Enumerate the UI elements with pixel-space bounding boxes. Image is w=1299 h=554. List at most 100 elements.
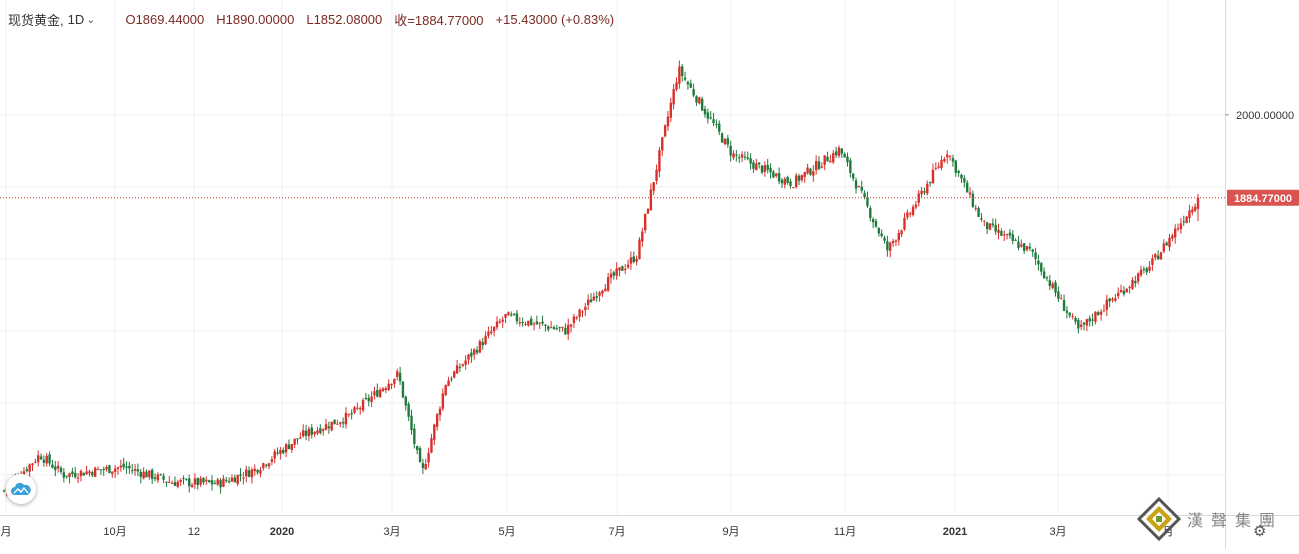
candle-body	[515, 313, 519, 322]
timeframe-label[interactable]: 1D	[67, 12, 85, 27]
candle-body	[891, 241, 895, 244]
candle	[555, 324, 559, 331]
candle	[609, 269, 613, 284]
candle-body	[547, 326, 550, 330]
candle	[464, 355, 467, 370]
candle	[1005, 233, 1009, 240]
candle-body	[757, 162, 761, 165]
candle-body	[99, 469, 103, 471]
candle-body	[85, 471, 88, 475]
candle	[624, 264, 627, 275]
candle	[968, 187, 972, 198]
candle-body	[712, 119, 715, 124]
candle-body	[384, 388, 388, 390]
candle-body	[797, 175, 801, 181]
candle	[763, 161, 767, 177]
candle	[202, 477, 205, 485]
candle	[780, 177, 784, 189]
gear-icon[interactable]: ⚙	[1253, 523, 1267, 540]
candle	[356, 402, 359, 411]
candle-body	[732, 153, 735, 158]
candle-body	[900, 230, 903, 235]
candle	[646, 208, 650, 214]
candle-body	[453, 371, 456, 378]
candle	[239, 468, 242, 482]
candle	[222, 475, 225, 488]
candle	[410, 409, 413, 435]
candle	[1037, 254, 1040, 271]
current-price-badge	[1227, 189, 1299, 206]
candle	[1128, 285, 1131, 294]
candle-body	[65, 475, 68, 477]
candle-body	[569, 324, 573, 327]
candle-body	[1122, 290, 1126, 295]
candle-body	[159, 474, 162, 476]
candle	[928, 181, 932, 187]
candle-body	[304, 430, 308, 436]
candle	[1042, 267, 1046, 279]
candle-body	[726, 138, 730, 145]
candle-body	[863, 192, 866, 198]
candle-body	[1077, 319, 1080, 329]
candle	[216, 477, 219, 487]
candle	[401, 381, 405, 399]
symbol-name[interactable]: 现货黄金,	[8, 13, 64, 28]
candle	[213, 480, 217, 485]
candle	[461, 363, 464, 368]
candle	[883, 235, 886, 244]
candle	[42, 455, 46, 467]
brand-logo-icon	[1137, 497, 1181, 541]
candle-body	[521, 321, 524, 324]
candle-body	[792, 187, 795, 189]
candle-body	[535, 321, 539, 325]
candle	[683, 71, 687, 82]
candle-body	[1145, 268, 1148, 273]
candle	[911, 204, 915, 217]
candle-body	[299, 437, 302, 439]
candle-body	[1102, 310, 1106, 312]
candle	[934, 162, 938, 171]
candle-body	[643, 213, 647, 231]
candle-body	[1139, 269, 1143, 276]
candle	[877, 227, 881, 237]
change-value: +15.43000 (+0.83%)	[495, 12, 615, 27]
candle-body	[34, 461, 37, 463]
candle-body	[495, 321, 499, 328]
candle-body	[287, 444, 291, 449]
candle-body	[800, 175, 804, 181]
candle	[829, 154, 832, 163]
candle-body	[276, 452, 279, 454]
candle-body	[709, 117, 712, 119]
candle	[156, 472, 160, 483]
candle-body	[236, 475, 239, 485]
candle-body	[527, 320, 530, 326]
candle-body	[814, 161, 818, 171]
candle	[951, 154, 955, 167]
candle-body	[1057, 291, 1060, 299]
candle-body	[464, 360, 467, 365]
candle	[1165, 241, 1168, 246]
candle	[347, 413, 351, 418]
chevron-down-icon[interactable]: ⌄	[86, 14, 96, 26]
candle-body	[1179, 223, 1183, 230]
cloud-icon[interactable]	[6, 474, 36, 504]
candle-body	[284, 444, 288, 453]
candle-body	[871, 219, 875, 223]
candle-body	[421, 463, 425, 469]
candle	[230, 474, 234, 483]
x-tick-label: 9月	[722, 526, 739, 538]
candle-body	[829, 160, 832, 163]
candle	[182, 475, 185, 485]
candle	[795, 173, 798, 189]
candle-body	[31, 463, 34, 466]
candle-body	[370, 396, 373, 403]
candle	[415, 445, 419, 455]
candle-body	[245, 469, 248, 477]
candle	[302, 424, 305, 438]
candle	[79, 469, 83, 482]
candle	[535, 315, 539, 325]
candle	[205, 476, 208, 485]
candle	[233, 474, 237, 483]
